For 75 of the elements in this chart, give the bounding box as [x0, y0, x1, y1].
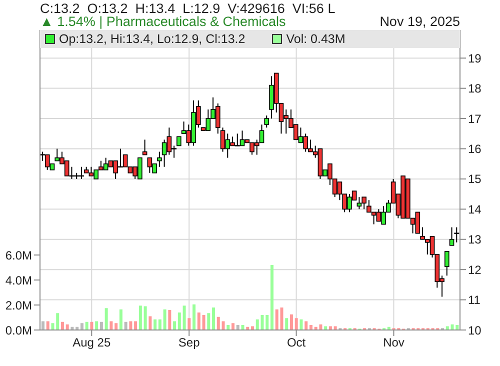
bar: [124, 322, 128, 330]
bar: [309, 325, 312, 330]
bar: [56, 313, 60, 330]
chart-subtitle: ▲ 1.54% | Pharmaceuticals & Chemicals: [40, 14, 286, 29]
y-tick-label: 11: [468, 293, 481, 308]
bar: [100, 322, 103, 330]
y-tick-label: 18: [468, 82, 482, 96]
bar: [80, 323, 84, 330]
bar: [222, 321, 225, 330]
y2-tick-label: 0.0M: [5, 323, 32, 338]
bar: [114, 323, 118, 330]
y2-tick-label: 2.0M: [5, 298, 32, 312]
bar: [266, 315, 269, 330]
x-tick-label: Nov: [383, 336, 404, 350]
bar: [90, 322, 94, 330]
bar: [285, 318, 288, 330]
bar: [202, 315, 206, 330]
bar: [154, 319, 157, 330]
y-tick-label: 14: [468, 202, 482, 216]
x-tick-label: Aug 25: [72, 336, 111, 350]
bar: [134, 321, 138, 330]
x-tick-label: Oct: [286, 336, 306, 350]
y-tick-label: 15: [468, 172, 482, 186]
bar: [216, 316, 220, 330]
candlestick: [264, 115, 270, 128]
bar: [290, 314, 293, 330]
y-tick-label: 17: [468, 112, 482, 126]
y-tick-label: 12: [468, 262, 482, 277]
bar: [85, 322, 88, 330]
text: Nov 19, 2025: [380, 14, 460, 29]
bar: [192, 304, 196, 330]
bar: [212, 308, 216, 330]
x-tick-label: Sep: [178, 336, 200, 350]
legend-label: Op:13.2, Hi:13.4, Lo:12.9, Cl:13.2: [58, 32, 246, 46]
bar: [163, 309, 166, 330]
bar: [270, 265, 274, 330]
y2-tick-label: 4.0M: [5, 273, 32, 288]
bar: [207, 313, 210, 330]
chart-title: C:13.2 O:13.2 H:13.4 L:12.9 V:429616 VI:56 L: [40, 1, 336, 16]
bar: [304, 321, 308, 330]
candlestick: [176, 136, 182, 146]
bar: [46, 321, 50, 330]
bar: [188, 318, 191, 330]
bar: [148, 316, 152, 330]
bar: [129, 321, 132, 330]
candlestick: [454, 226, 460, 243]
bar: [110, 321, 113, 330]
bar: [178, 312, 181, 330]
bar: [168, 310, 172, 330]
bar: [182, 306, 186, 330]
bar: [119, 309, 122, 330]
bar: [197, 312, 200, 330]
bar: [104, 308, 108, 330]
candlestick: [444, 250, 450, 276]
bar: [51, 323, 54, 330]
legend-label: Vol: 0.43M: [285, 32, 346, 46]
bar: [138, 306, 142, 330]
y-tick-label: 19: [468, 51, 482, 66]
bar: [232, 323, 235, 330]
bar: [300, 319, 303, 330]
candlestick: [157, 151, 162, 168]
y-tick-label: 10: [468, 323, 482, 338]
y2-tick-label: 6.0M: [5, 248, 32, 262]
bar: [144, 306, 147, 330]
bar: [294, 318, 298, 330]
bar: [158, 319, 162, 330]
bar: [173, 321, 176, 330]
bar: [60, 322, 64, 330]
bar: [236, 325, 240, 330]
bar: [95, 321, 98, 330]
bar: [241, 325, 244, 330]
y-tick-label: 16: [468, 142, 482, 156]
y-tick-label: 13: [468, 232, 482, 247]
bar: [226, 325, 230, 330]
bar: [41, 321, 44, 330]
